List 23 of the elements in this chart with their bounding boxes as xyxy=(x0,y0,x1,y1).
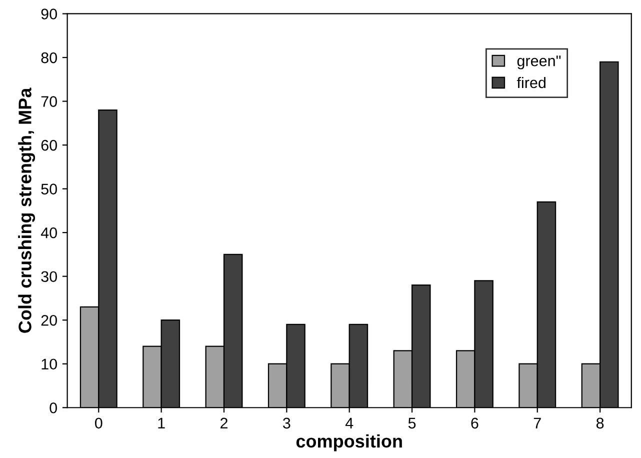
x-tick-label: 8 xyxy=(596,418,604,429)
x-axis-title: composition xyxy=(296,434,402,452)
y-tick-label: 0 xyxy=(50,402,57,414)
y-tick-label: 70 xyxy=(41,96,57,107)
y-tick-label: 80 xyxy=(41,52,57,64)
legend-label: fired xyxy=(516,76,546,88)
x-tick-label: 5 xyxy=(408,418,416,429)
y-tick-label: 30 xyxy=(41,271,57,282)
x-tick-label: 3 xyxy=(283,418,290,429)
y-tick-label: 40 xyxy=(40,227,57,238)
y-tick-label: 10 xyxy=(42,358,57,370)
y-tick-label: 90 xyxy=(41,8,57,20)
x-tick-label: 6 xyxy=(471,418,478,429)
x-tick-label: 7 xyxy=(534,418,541,428)
x-tick-label: 4 xyxy=(345,418,354,428)
y-axis-title: Cold crushing strength, MPa xyxy=(18,88,36,333)
y-tick-label: 50 xyxy=(41,184,57,194)
legend-label: green" xyxy=(517,56,561,70)
x-tick-label: 1 xyxy=(158,418,165,428)
y-tick-label: 60 xyxy=(41,140,57,151)
x-tick-label: 0 xyxy=(94,418,102,429)
y-tick-label: 20 xyxy=(41,314,57,326)
x-tick-label: 2 xyxy=(220,418,228,428)
